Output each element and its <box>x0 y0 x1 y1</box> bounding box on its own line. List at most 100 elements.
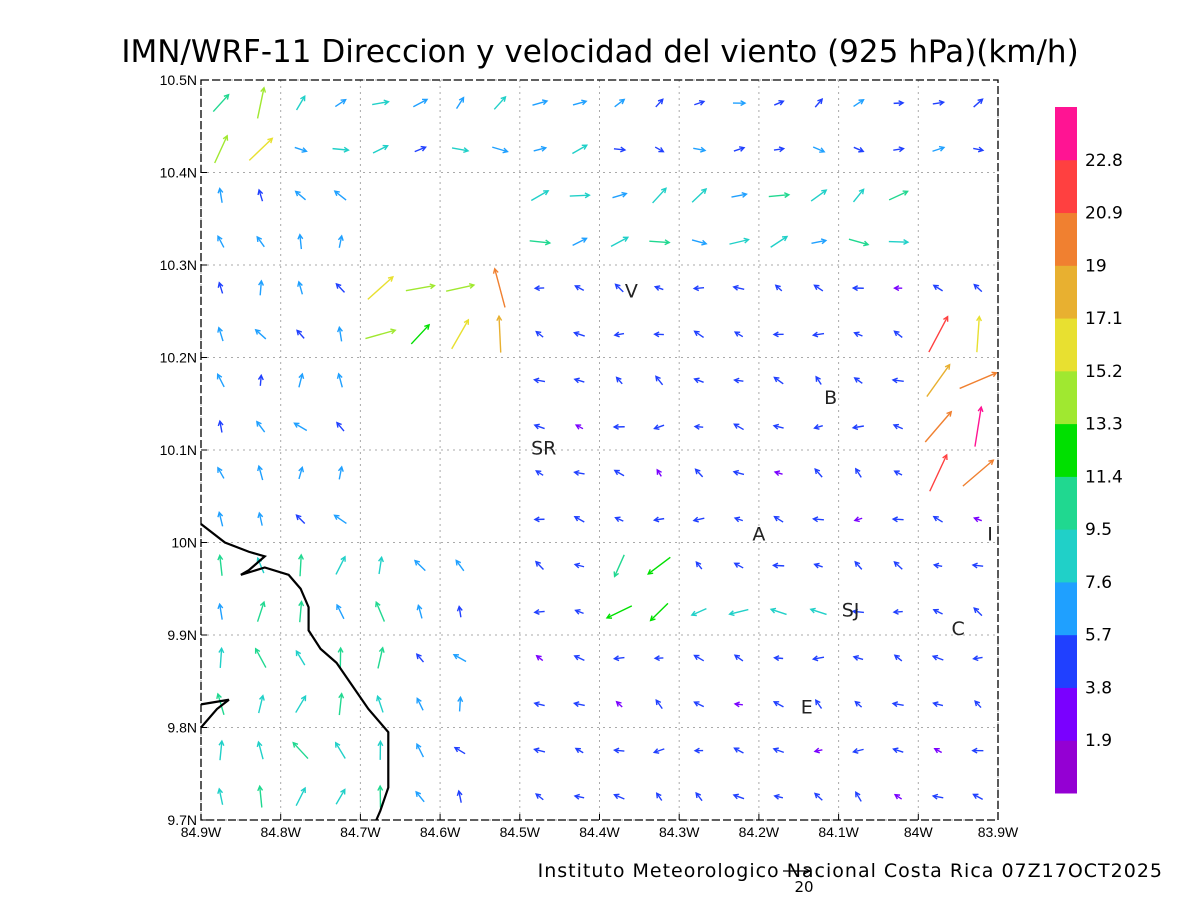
wind-vector <box>256 420 266 433</box>
wind-vector <box>217 554 224 576</box>
wind-vector <box>773 515 784 523</box>
wind-vector <box>647 556 671 575</box>
wind-vector <box>333 514 347 525</box>
colorbar-segment <box>1055 107 1077 161</box>
wind-vector-field <box>212 86 998 808</box>
wind-vector <box>810 189 828 202</box>
wind-vector <box>774 284 783 292</box>
wind-vector <box>455 559 465 572</box>
map-frame <box>200 79 999 821</box>
wind-vector <box>573 562 585 569</box>
wind-vector <box>375 600 386 622</box>
wind-vector <box>656 468 662 477</box>
wind-vector <box>416 603 423 619</box>
wind-vector <box>652 516 665 523</box>
wind-vector <box>530 190 550 202</box>
wind-vector <box>972 793 984 800</box>
wind-vector <box>733 701 743 708</box>
wind-vector <box>529 239 552 246</box>
wind-vector <box>295 649 306 666</box>
wind-vector <box>733 654 744 662</box>
wind-vector <box>852 747 864 754</box>
wind-vector <box>256 600 266 622</box>
wind-vector <box>610 236 630 247</box>
wind-vector <box>932 608 943 615</box>
wind-vector <box>573 331 585 337</box>
footer-credit: Instituto Meteorologico Nacional Costa R… <box>538 860 1163 882</box>
wind-vector <box>932 145 946 152</box>
wind-vector <box>336 421 345 432</box>
wind-vector <box>976 315 983 353</box>
colorbar-segment <box>1055 423 1077 477</box>
wind-vector <box>535 330 544 338</box>
wind-vector <box>295 95 306 111</box>
wind-vector <box>574 285 585 291</box>
colorbar-segment <box>1055 740 1077 794</box>
wind-vector <box>893 793 903 800</box>
wind-vector <box>693 330 704 338</box>
wind-vector <box>613 747 625 754</box>
wind-vector <box>612 191 628 199</box>
wind-vector <box>574 747 584 754</box>
wind-vector <box>612 423 625 430</box>
wind-vector <box>733 516 744 523</box>
wind-vector <box>217 602 224 620</box>
wind-vector <box>413 559 426 572</box>
wind-vector <box>455 96 465 109</box>
wind-vector <box>337 325 343 342</box>
wind-vector <box>813 562 823 569</box>
place-label: SJ <box>842 600 860 622</box>
wind-vector <box>893 330 903 338</box>
wind-vector <box>574 424 584 430</box>
place-labels: V SR B A I SJ C E <box>531 280 993 718</box>
wind-vector <box>535 654 544 662</box>
wind-vector <box>649 239 671 246</box>
wind-vector <box>852 655 864 661</box>
wind-vector <box>851 608 864 615</box>
wind-vector <box>613 554 625 578</box>
y-axis-ticks: 9.7N 9.8N 9.9N 10N 10.1N 10.2N 10.3N 10.4N 10.5N <box>160 72 207 828</box>
wind-vector <box>412 98 429 108</box>
wind-vector <box>891 701 904 708</box>
wind-vector <box>772 701 784 708</box>
wind-vector <box>292 741 309 760</box>
place-label: SR <box>531 438 556 460</box>
wind-vector <box>572 144 589 155</box>
wind-vector <box>732 793 745 800</box>
x-tick-label: 84.6W <box>420 824 461 840</box>
wind-vector <box>773 793 784 800</box>
colorbar-label: 15.2 <box>1085 362 1123 382</box>
y-tick-label: 9.9N <box>167 627 197 643</box>
wind-vector <box>365 328 397 340</box>
wind-vector <box>888 190 909 201</box>
y-tick-label: 10.5N <box>160 72 197 88</box>
wind-vector <box>691 239 708 246</box>
colorbar-segment <box>1055 687 1077 741</box>
wind-vector <box>572 701 585 708</box>
place-label: E <box>801 697 813 719</box>
wind-vector <box>533 377 546 384</box>
wind-vector <box>333 190 347 201</box>
wind-vector <box>771 562 785 569</box>
wind-vector <box>932 562 943 569</box>
wind-vector <box>298 372 305 388</box>
wind-vector <box>533 701 545 708</box>
wind-vector <box>415 653 425 663</box>
wind-vector <box>692 516 705 523</box>
wind-vector <box>294 190 307 201</box>
wind-vector <box>773 470 783 477</box>
wind-vector <box>298 465 305 480</box>
wind-vector <box>337 465 344 480</box>
wind-vector <box>652 748 665 754</box>
wind-vector <box>335 282 346 293</box>
wind-vector <box>456 605 463 618</box>
y-tick-label: 10N <box>171 535 197 551</box>
x-tick-label: 83.9W <box>978 824 1019 840</box>
y-tick-label: 10.2N <box>160 350 197 366</box>
wind-vector <box>534 560 544 571</box>
wind-vector <box>809 607 827 616</box>
wind-vector <box>218 646 225 668</box>
wind-vector <box>293 422 308 432</box>
coastline-fragment <box>200 698 230 729</box>
wind-vector <box>928 315 949 353</box>
